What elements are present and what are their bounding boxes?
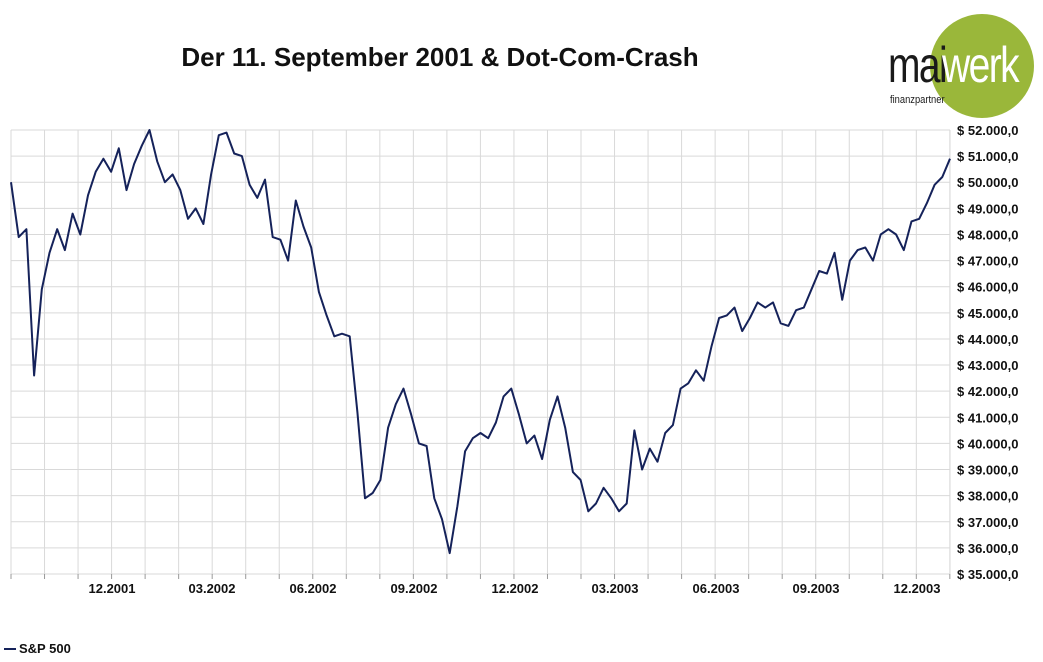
logo-subtitle: finanzpartner — [890, 94, 945, 106]
x-axis: 12.2001 03.2002 06.2002 09.2002 12.2002 03.20… — [89, 581, 941, 596]
y-tick-label: $ 38.000,0 — [957, 489, 1018, 504]
series-layer — [10, 129, 951, 555]
logo-mai-text: mai — [888, 37, 948, 93]
y-tick-label: $ 52.000,0 — [957, 123, 1018, 138]
y-tick-label: $ 36.000,0 — [957, 541, 1018, 556]
x-tick-label: 09.2003 — [793, 581, 840, 596]
y-tick-label: $ 40.000,0 — [957, 436, 1018, 451]
y-tick-label: $ 51.000,0 — [957, 149, 1018, 164]
maiwerk-logo: mai werk finanzpartner — [886, 14, 1036, 118]
y-tick-label: $ 44.000,0 — [957, 332, 1018, 347]
x-tick-label: 12.2002 — [492, 581, 539, 596]
y-tick-label: $ 49.000,0 — [957, 201, 1018, 216]
y-tick-label: $ 39.000,0 — [957, 463, 1018, 478]
y-tick-label: $ 48.000,0 — [957, 227, 1018, 242]
y-tick-label: $ 42.000,0 — [957, 384, 1018, 399]
y-tick-label: $ 41.000,0 — [957, 410, 1018, 425]
x-tick-label: 03.2002 — [189, 581, 236, 596]
legend: S&P 500 — [4, 641, 71, 656]
y-tick-label: $ 37.000,0 — [957, 515, 1018, 530]
x-tick-label: 06.2003 — [693, 581, 740, 596]
y-tick-label: $ 46.000,0 — [957, 280, 1018, 295]
y-tick-label: $ 50.000,0 — [957, 175, 1018, 190]
series-line-sp500 — [10, 129, 951, 555]
x-tick-label: 12.2001 — [89, 581, 136, 596]
x-tick-label: 12.2003 — [894, 581, 941, 596]
legend-swatch — [4, 647, 16, 650]
y-tick-label: $ 35.000,0 — [957, 567, 1018, 582]
grid-lines — [10, 129, 951, 579]
x-tick-label: 09.2002 — [391, 581, 438, 596]
y-axis: $ 52.000,0 $ 51.000,0 $ 50.000,0 $ 49.000,0… — [957, 123, 1018, 582]
y-tick-label: $ 47.000,0 — [957, 254, 1018, 269]
x-tick-label: 03.2003 — [592, 581, 639, 596]
logo-circle — [930, 14, 1034, 118]
y-tick-label: $ 43.000,0 — [957, 358, 1018, 373]
chart-title: Der 11. September 2001 & Dot-Com-Crash — [181, 42, 699, 72]
legend-label: S&P 500 — [19, 641, 71, 656]
x-tick-label: 06.2002 — [290, 581, 337, 596]
y-tick-label: $ 45.000,0 — [957, 306, 1018, 321]
logo-werk-text: werk — [942, 37, 1020, 93]
